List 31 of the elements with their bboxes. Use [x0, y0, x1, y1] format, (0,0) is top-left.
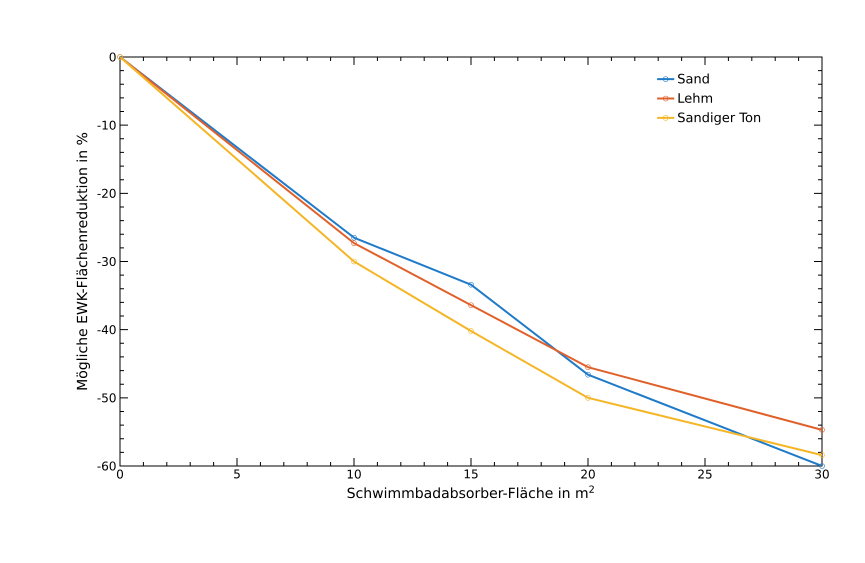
- y-tick-label: -40: [97, 325, 116, 334]
- x-tick-label: 15: [464, 470, 478, 478]
- x-tick-label: 30: [815, 470, 829, 479]
- point: [585, 364, 591, 370]
- y-tick-label: -20: [97, 188, 116, 198]
- point: [819, 427, 825, 433]
- point: [585, 372, 591, 378]
- y-tick-label: 0: [110, 52, 116, 62]
- legend-label: Lehm: [678, 92, 712, 103]
- legend-label: Sandiger Ton: [678, 112, 760, 125]
- x-tick-label: 0: [116, 470, 124, 479]
- y-tick-label: -50: [97, 393, 116, 402]
- y-tick-label: -60: [97, 461, 116, 471]
- point: [468, 282, 474, 288]
- x-tick-label: 25: [698, 470, 712, 479]
- point: [819, 452, 825, 458]
- point: [819, 463, 825, 469]
- y-axis-title: Mögliche EWK-Flächenreduktion in %: [76, 132, 90, 390]
- point: [585, 395, 591, 401]
- point: [468, 328, 474, 334]
- point: [351, 240, 357, 246]
- legend-label: Sand: [678, 73, 709, 84]
- point: [351, 258, 357, 264]
- y-tick-label: -30: [97, 256, 116, 266]
- point: [468, 302, 474, 308]
- y-tick-label: -10: [97, 120, 116, 130]
- x-tick-label: 10: [348, 470, 361, 479]
- x-tick-label: 20: [581, 470, 595, 479]
- x-axis-title: Schwimmbadabsorber-Fläche in m$^{2}$: [348, 485, 594, 498]
- x-tick-label: 5: [234, 470, 240, 478]
- point: [351, 234, 357, 240]
